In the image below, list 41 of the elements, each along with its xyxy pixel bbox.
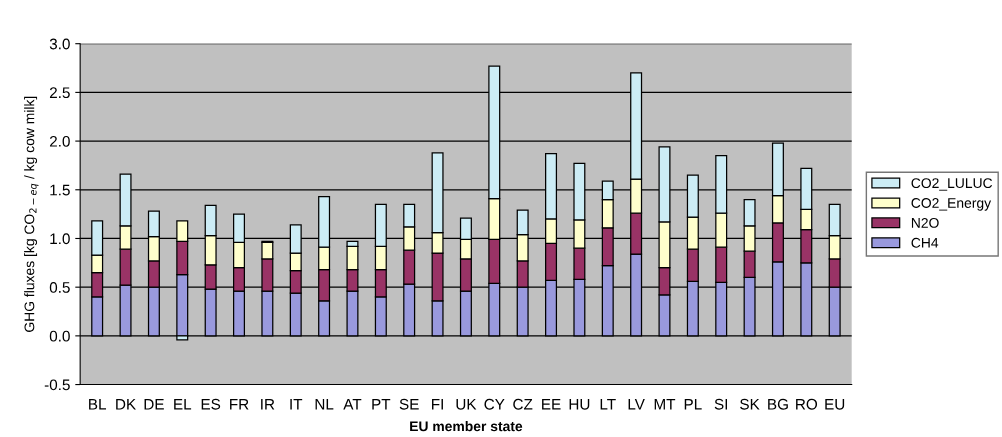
x-tick-label: DE bbox=[144, 399, 164, 410]
x-tick-label: PT bbox=[372, 399, 391, 410]
x-tick-label: FR bbox=[230, 399, 249, 410]
y-axis-title: GHG fluxes [kg CO$_{2−eq}$ / kg cow milk] bbox=[24, 96, 39, 332]
y-tick-label: 0.0 bbox=[49, 330, 70, 342]
y-tick-label: 1.5 bbox=[50, 184, 70, 196]
x-tick-label: SE bbox=[399, 398, 419, 410]
legend-label: N2O bbox=[911, 217, 939, 228]
x-tick-label: LV bbox=[628, 399, 645, 410]
x-tick-label: EL bbox=[174, 399, 192, 410]
x-tick-label: LT bbox=[600, 399, 616, 410]
x-tick-label: AT bbox=[343, 399, 362, 410]
x-tick-label: PL bbox=[684, 399, 702, 410]
x-tick-label: ES bbox=[201, 398, 221, 410]
x-tick-label: CY bbox=[484, 398, 505, 410]
x-tick-label: BG bbox=[768, 398, 788, 410]
x-tick-label: EU bbox=[825, 399, 845, 410]
y-tick-label: 2.5 bbox=[49, 87, 70, 99]
x-tick-label: HU bbox=[569, 399, 590, 410]
legend-label: CH4 bbox=[911, 237, 939, 248]
x-tick-label: BL bbox=[89, 399, 107, 410]
x-tick-label: RO bbox=[796, 398, 818, 410]
y-tick-label: 0.5 bbox=[49, 282, 70, 293]
x-tick-label: SK bbox=[740, 398, 760, 410]
x-tick-label: CZ bbox=[513, 398, 533, 410]
x-tick-label: SI bbox=[714, 398, 728, 410]
x-tick-label: EE bbox=[542, 399, 561, 410]
x-tick-label: DK bbox=[116, 399, 136, 410]
x-axis-title: EU member state bbox=[410, 421, 523, 432]
y-tick-label: 3.0 bbox=[49, 38, 70, 50]
y-tick-label: -0.5 bbox=[44, 379, 70, 391]
y-tick-label: 1.0 bbox=[50, 233, 70, 245]
x-tick-label: UK bbox=[456, 399, 477, 410]
x-tick-label: IR bbox=[261, 399, 275, 410]
x-tick-label: MT bbox=[654, 399, 676, 410]
legend-label: CO2_LULUC bbox=[911, 178, 993, 191]
x-tick-label: FI bbox=[432, 399, 443, 410]
x-tick-label: IT bbox=[290, 399, 303, 410]
x-tick-label: NL bbox=[315, 399, 334, 410]
y-tick-label: 2.0 bbox=[49, 135, 70, 147]
legend-label: CO2_Energy bbox=[911, 198, 992, 211]
